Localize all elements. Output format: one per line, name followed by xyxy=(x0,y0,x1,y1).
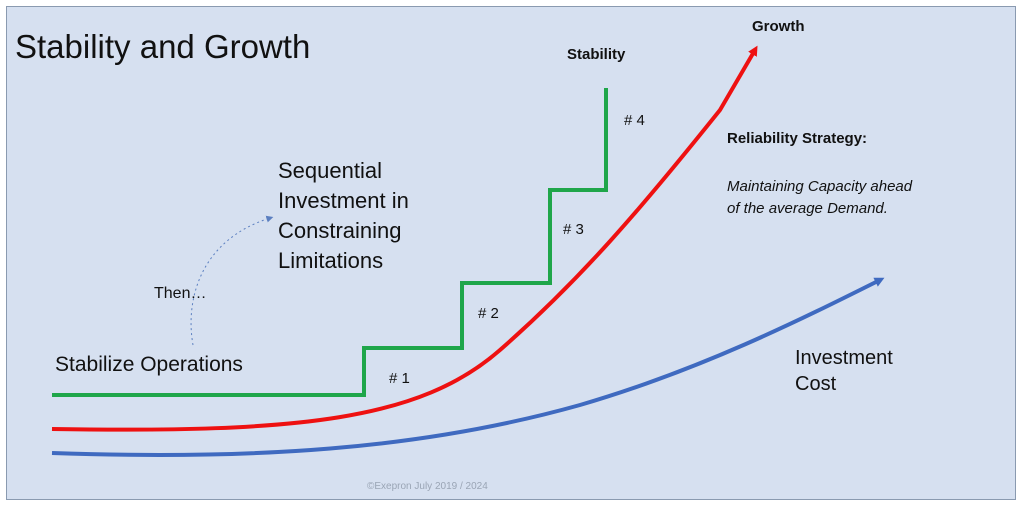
slide-title: Stability and Growth xyxy=(15,28,311,65)
then-label: Then… xyxy=(154,285,207,302)
reliability-strategy-description: Maintaining Capacity ahead of the averag… xyxy=(727,178,913,217)
investment-cost-curve xyxy=(51,277,885,457)
sequential-investment-label: Sequential Investment in Constraining Li… xyxy=(278,158,409,273)
step-4-label: # 4 xyxy=(624,112,645,129)
then-dashed-arrow xyxy=(190,215,274,346)
step-2-label: # 2 xyxy=(478,305,499,322)
growth-curve xyxy=(51,45,758,432)
reliability-strategy-title: Reliability Strategy: xyxy=(727,130,868,147)
step-3-label: # 3 xyxy=(563,221,584,238)
growth-label: Growth xyxy=(752,18,805,35)
investment-cost-label: Investment Cost xyxy=(795,347,893,395)
stabilize-operations-label: Stabilize Operations xyxy=(55,353,243,376)
stability-label: Stability xyxy=(567,46,626,63)
slide-canvas xyxy=(6,6,1016,500)
stability-staircase-line xyxy=(52,88,608,397)
copyright-notice: ©Exepron July 2019 / 2024 xyxy=(367,481,488,492)
step-1-label: # 1 xyxy=(389,370,410,387)
